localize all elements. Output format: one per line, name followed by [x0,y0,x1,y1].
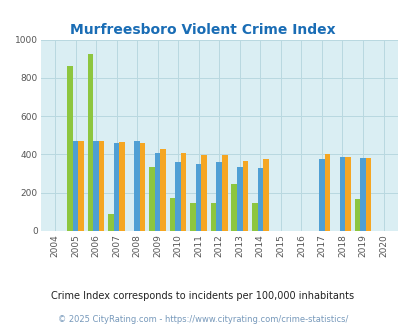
Bar [93,142,98,231]
Bar [154,153,160,231]
Bar [67,66,72,231]
Bar [216,162,222,231]
Bar [365,158,371,231]
Bar [211,203,216,231]
Bar [113,143,119,231]
Bar [252,203,257,231]
Bar [87,54,93,231]
Bar [190,203,196,231]
Bar [78,141,83,231]
Bar [262,159,268,231]
Bar [140,143,145,231]
Bar [119,142,125,231]
Bar [344,156,350,231]
Bar [359,158,365,231]
Text: © 2025 CityRating.com - https://www.cityrating.com/crime-statistics/: © 2025 CityRating.com - https://www.city… [58,315,347,324]
Bar [134,142,140,231]
Bar [98,141,104,231]
Bar [160,149,166,231]
Bar [257,168,262,231]
Bar [237,167,242,231]
Bar [324,154,329,231]
Bar [339,157,344,231]
Bar [169,198,175,231]
Bar [196,164,201,231]
Bar [149,167,154,231]
Bar [181,153,186,231]
Text: Crime Index corresponds to incidents per 100,000 inhabitants: Crime Index corresponds to incidents per… [51,291,354,301]
Bar [175,161,181,231]
Bar [222,155,227,231]
Bar [72,142,78,231]
Bar [318,159,324,231]
Bar [201,155,207,231]
Bar [108,214,113,231]
Bar [354,199,359,231]
Bar [231,183,237,231]
Bar [242,161,247,231]
Text: Murfreesboro Violent Crime Index: Murfreesboro Violent Crime Index [70,23,335,37]
